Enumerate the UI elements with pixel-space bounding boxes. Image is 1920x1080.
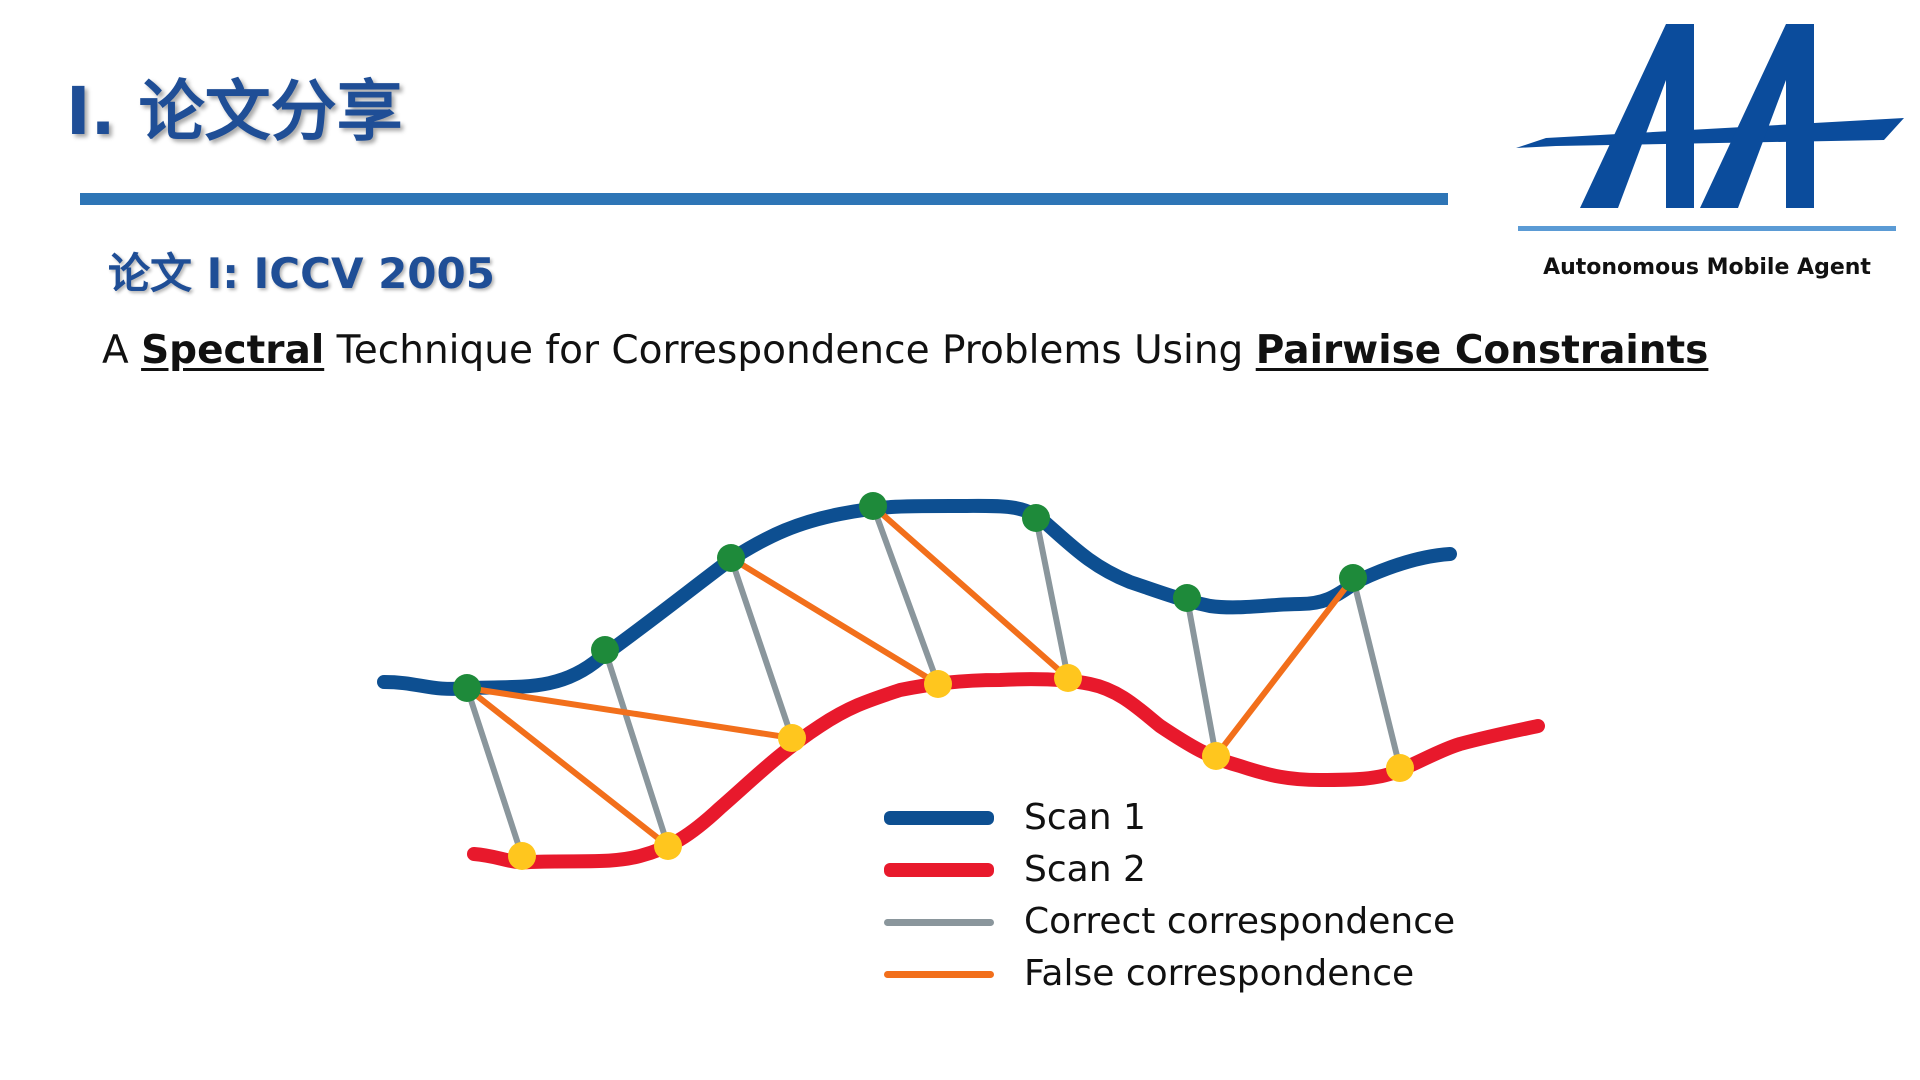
scan1-point (1339, 564, 1367, 592)
scan2-point (1202, 742, 1230, 770)
correct-correspondence (728, 555, 795, 741)
legend-label: Scan 1 (1024, 797, 1146, 838)
legend-label: False correspondence (1024, 953, 1415, 994)
correct-correspondence (1350, 575, 1403, 771)
logo-letter-a2 (1700, 24, 1814, 208)
paper-title-prefix: A (102, 328, 142, 373)
scan1-point (1022, 504, 1050, 532)
logo-caption: Autonomous Mobile Agent (1543, 255, 1871, 280)
scan2-points (508, 664, 1414, 870)
legend-swatch-scan2 (884, 863, 994, 877)
legend-item-correct: Correct correspondence (884, 896, 1504, 948)
scan1-point (717, 544, 745, 572)
paper-label: 论文 I: ICCV 2005 (108, 249, 495, 298)
scan2-point (924, 670, 952, 698)
slide-title: I. 论文分享 (66, 73, 403, 150)
legend-swatch-scan1 (884, 811, 994, 825)
paper-title-keyword-spectral: Spectral (141, 328, 325, 373)
legend: Scan 1 Scan 2 Correct correspondence Fal… (884, 792, 1504, 1012)
title-divider (80, 193, 1448, 205)
false-correspondences (464, 503, 1356, 849)
scan1-point (859, 492, 887, 520)
scan1-points (453, 492, 1367, 702)
false-correspondence (1213, 575, 1356, 759)
scan1-point (453, 674, 481, 702)
legend-item-scan2: Scan 2 (884, 844, 1504, 896)
paper-title: A Spectral Technique for Correspondence … (102, 328, 1708, 373)
scan2-point (508, 842, 536, 870)
legend-swatch-false (884, 971, 994, 978)
correct-correspondence (870, 503, 941, 687)
false-correspondence (728, 555, 941, 687)
scan1-curve (377, 498, 1457, 696)
legend-item-scan1: Scan 1 (884, 792, 1504, 844)
aa-logo-icon (1516, 24, 1904, 208)
scan2-point (778, 724, 806, 752)
legend-label: Correct correspondence (1024, 901, 1456, 942)
paper-title-keyword-pairwise: Pairwise Constraints (1255, 328, 1709, 373)
legend-swatch-correct (884, 919, 994, 926)
correct-correspondence (464, 685, 525, 859)
scan2-point (1054, 664, 1082, 692)
false-correspondence (870, 503, 1071, 681)
correct-correspondence (1184, 595, 1219, 759)
legend-item-false: False correspondence (884, 948, 1504, 1000)
scan1-point (1173, 584, 1201, 612)
scan1-point (591, 636, 619, 664)
scan2-point (654, 832, 682, 860)
paper-title-middle: Technique for Correspondence Problems Us… (324, 328, 1256, 373)
correct-correspondences (464, 503, 1403, 859)
legend-label: Scan 2 (1024, 849, 1146, 890)
false-correspondence (464, 685, 671, 849)
correct-correspondence (1033, 515, 1071, 681)
logo-letter-a1 (1580, 24, 1694, 208)
logo-divider (1518, 226, 1896, 231)
scan2-point (1386, 754, 1414, 782)
false-correspondence (464, 685, 795, 741)
correct-correspondence (602, 647, 671, 849)
